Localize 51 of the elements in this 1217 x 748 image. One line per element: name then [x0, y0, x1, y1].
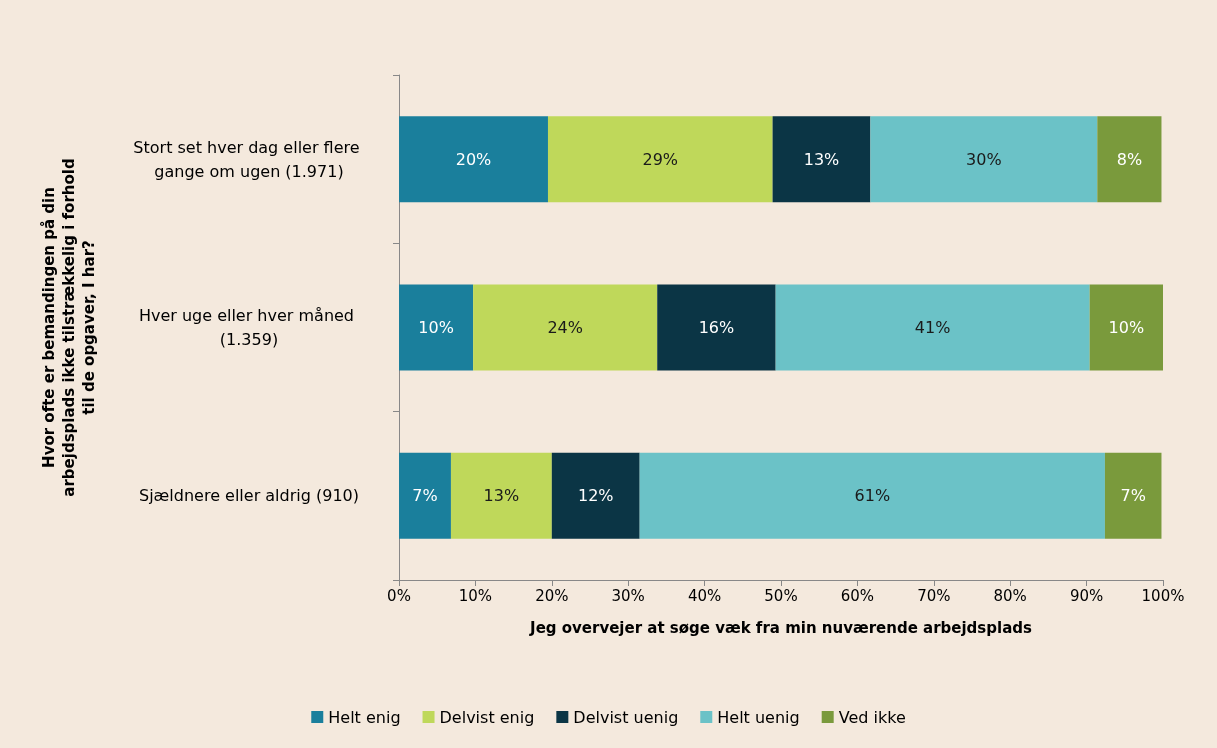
x-tick-label: 40% [687, 586, 722, 605]
x-tick-label: 30% [611, 586, 645, 605]
bar [775, 284, 1090, 371]
bar [639, 452, 1105, 539]
y-tick-label: Stort set hver dag eller flere gange om ugen (1.971) [133, 137, 365, 181]
bar [399, 284, 474, 371]
data-label: 10% [1108, 318, 1145, 337]
bar [473, 284, 658, 371]
bar [551, 452, 640, 539]
data-label: 7% [1120, 486, 1146, 506]
x-tick-label: 50% [764, 586, 798, 605]
legend-label: Helt enig [328, 707, 401, 727]
bar [870, 116, 1098, 203]
bar [1104, 452, 1162, 539]
data-label: 10% [418, 318, 454, 337]
bar [1089, 284, 1163, 371]
data-label: 7% [412, 486, 438, 506]
data-label: 20% [455, 149, 492, 169]
data-label: 16% [698, 318, 735, 337]
data-label: 29% [642, 149, 679, 169]
bar [657, 284, 776, 371]
x-axis-title: Jeg overvejer at søge væk fra min nuværende arbejdsplads [529, 618, 1033, 637]
bar [547, 116, 773, 203]
data-label: 41% [914, 318, 951, 337]
y-axis-title: Hvor ofte er bemandingen på din arbejdsplads ikke tilstrækkelig i forhold til de opgaver, I har? [40, 158, 98, 497]
x-tick-label: 0% [387, 586, 411, 605]
bar [450, 452, 552, 539]
data-label: 12% [577, 486, 614, 506]
x-tick-label: 70% [917, 586, 951, 605]
data-label: 30% [966, 149, 1002, 169]
bar [399, 452, 451, 539]
legend-label: Delvist enig [439, 707, 535, 727]
bar [399, 116, 548, 203]
x-tick-label: 20% [535, 586, 569, 605]
data-label: 13% [483, 486, 520, 506]
y-tick-label: Hver uge eller hver måned (1.359) [138, 306, 360, 349]
x-tick-label: 60% [840, 586, 875, 605]
x-tick-label: 90% [1069, 586, 1104, 605]
data-label: 8% [1116, 149, 1143, 169]
x-tick-label: 80% [993, 586, 1027, 605]
data-label: 61% [854, 486, 891, 506]
legend-label: Delvist uenig [573, 707, 679, 727]
data-label: 24% [547, 318, 583, 337]
bar [772, 116, 871, 203]
bar [1097, 116, 1162, 203]
x-tick-label: 10% [458, 586, 493, 605]
x-tick-label: 100% [1141, 586, 1185, 605]
data-label: 13% [803, 149, 840, 169]
legend-label: Helt uenig [717, 707, 800, 727]
y-tick-label: Sjældnere eller aldrig (910) [139, 486, 359, 506]
legend-label: Ved ikke [838, 707, 906, 727]
